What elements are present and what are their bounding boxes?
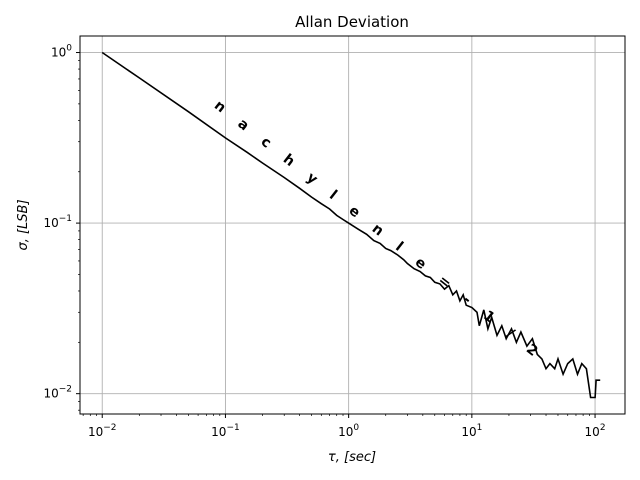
x-axis-label: τ, [sec]: [328, 450, 376, 465]
chart-title: Allan Deviation: [295, 13, 409, 31]
plot-frame: [79, 35, 626, 415]
series-layer: [101, 51, 601, 399]
x-tick-label-4: 102: [585, 423, 606, 439]
x-tick-label-0: 10−2: [88, 423, 117, 439]
grid-lines: [80, 36, 625, 414]
y-tick-label-1: 10−1: [43, 214, 72, 230]
axis-ticks: 10−2 10−1 100 101 102 10−2 10−1 100: [43, 44, 605, 439]
slope-annotation: n a c h y l e n l e = - 1 / 2: [211, 97, 546, 364]
y-axis-label: σ, [LSB]: [16, 199, 31, 250]
x-tick-label-1: 10−1: [211, 423, 240, 439]
x-tick-label-3: 101: [461, 423, 482, 439]
y-tick-label-2: 100: [51, 44, 72, 60]
y-tick-label-0: 10−2: [43, 385, 72, 401]
series-line-0: [101, 51, 601, 399]
x-tick-label-2: 100: [338, 423, 359, 439]
